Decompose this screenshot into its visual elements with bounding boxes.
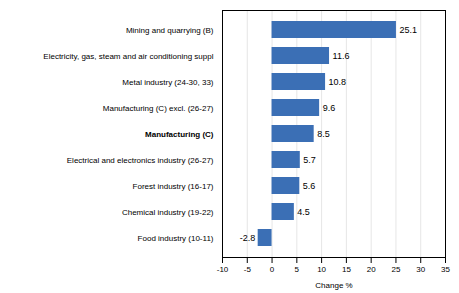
- svg-text:Manufacturing (C): Manufacturing (C): [145, 130, 214, 139]
- svg-text:5: 5: [295, 265, 300, 274]
- svg-text:8.5: 8.5: [317, 129, 330, 139]
- svg-text:10.8: 10.8: [329, 77, 347, 87]
- svg-text:Mining and quarrying (B): Mining and quarrying (B): [126, 26, 214, 35]
- svg-text:20: 20: [367, 265, 376, 274]
- svg-text:15: 15: [342, 265, 351, 274]
- svg-text:Metal industry (24-30, 33): Metal industry (24-30, 33): [122, 78, 213, 87]
- svg-text:5.6: 5.6: [303, 181, 316, 191]
- svg-text:10: 10: [317, 265, 326, 274]
- svg-text:5.7: 5.7: [303, 155, 316, 165]
- svg-text:25.1: 25.1: [399, 25, 417, 35]
- svg-text:-5: -5: [244, 265, 252, 274]
- svg-text:11.6: 11.6: [333, 51, 350, 61]
- svg-text:Manufacturing (C) excl. (26-27: Manufacturing (C) excl. (26-27): [103, 104, 214, 113]
- svg-text:-2.8: -2.8: [240, 233, 256, 243]
- svg-text:25: 25: [391, 265, 400, 274]
- svg-text:Electricity, gas, steam and ai: Electricity, gas, steam and air conditio…: [43, 52, 213, 61]
- svg-text:4.5: 4.5: [297, 207, 310, 217]
- svg-text:Chemical industry (19-22): Chemical industry (19-22): [122, 208, 214, 217]
- svg-text:Electrical and electronics ind: Electrical and electronics industry (26-…: [67, 156, 214, 165]
- svg-text:9.6: 9.6: [323, 103, 336, 113]
- svg-text:Forest industry (16-17): Forest industry (16-17): [133, 182, 214, 191]
- svg-text:Change %: Change %: [315, 281, 352, 290]
- svg-text:-10: -10: [217, 265, 229, 274]
- svg-text:0: 0: [270, 265, 275, 274]
- svg-text:35: 35: [441, 265, 450, 274]
- svg-text:30: 30: [416, 265, 425, 274]
- svg-text:Food industry (10-11): Food industry (10-11): [138, 234, 214, 243]
